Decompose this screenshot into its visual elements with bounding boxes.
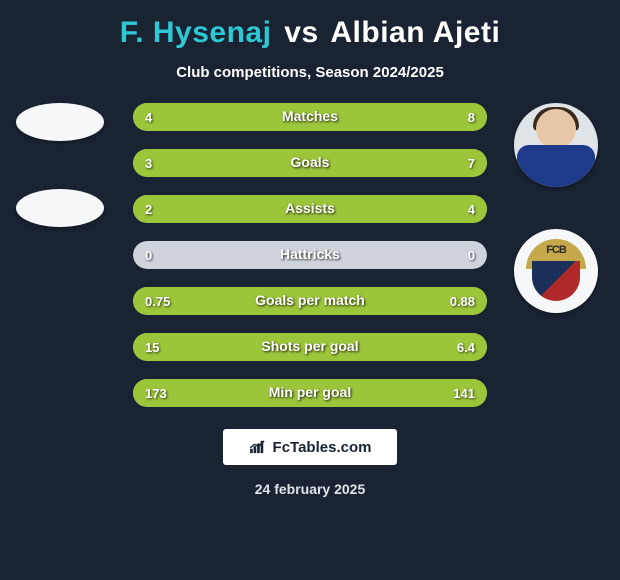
stat-label: Goals per match bbox=[133, 292, 487, 308]
player2-name: Albian Ajeti bbox=[330, 16, 500, 49]
crest-letters: FCB bbox=[526, 244, 586, 256]
brand-icon bbox=[249, 440, 267, 454]
vs-label: vs bbox=[284, 16, 318, 49]
player1-club-avatar bbox=[16, 189, 104, 227]
stat-label: Goals bbox=[133, 154, 487, 170]
left-avatar-column bbox=[16, 103, 106, 227]
stat-row: 173141Min per goal bbox=[133, 379, 487, 407]
player2-club-avatar: FCB bbox=[514, 229, 598, 313]
stat-row: 0.750.88Goals per match bbox=[133, 287, 487, 315]
avatar-shirt bbox=[517, 145, 595, 187]
stat-row: 00Hattricks bbox=[133, 241, 487, 269]
stat-row: 48Matches bbox=[133, 103, 487, 131]
comparison-title: F. Hysenaj vs Albian Ajeti bbox=[20, 16, 600, 50]
stat-label: Shots per goal bbox=[133, 338, 487, 354]
subtitle: Club competitions, Season 2024/2025 bbox=[20, 64, 600, 81]
club-crest: FCB bbox=[514, 229, 598, 313]
player1-name: F. Hysenaj bbox=[120, 16, 272, 49]
stat-row: 156.4Shots per goal bbox=[133, 333, 487, 361]
player2-avatar bbox=[514, 103, 598, 187]
stats-rows: 48Matches 37Goals 24Assists 00Hattricks 0.75… bbox=[133, 103, 487, 407]
avatar-head bbox=[536, 109, 576, 149]
right-avatar-column: FCB bbox=[514, 103, 604, 313]
chart-area: FCB 48Matches 37Goals 24Assists 00Hattricks… bbox=[20, 103, 600, 407]
brand-text: FcTables.com bbox=[273, 439, 372, 456]
stat-label: Hattricks bbox=[133, 246, 487, 262]
stat-row: 24Assists bbox=[133, 195, 487, 223]
card-root: F. Hysenaj vs Albian Ajeti Club competit… bbox=[0, 0, 620, 507]
stat-label: Matches bbox=[133, 108, 487, 124]
player1-avatar bbox=[16, 103, 104, 141]
brand-badge: FcTables.com bbox=[223, 429, 397, 465]
stat-label: Assists bbox=[133, 200, 487, 216]
stat-label: Min per goal bbox=[133, 384, 487, 400]
footer-date: 24 february 2025 bbox=[20, 481, 600, 497]
stat-row: 37Goals bbox=[133, 149, 487, 177]
